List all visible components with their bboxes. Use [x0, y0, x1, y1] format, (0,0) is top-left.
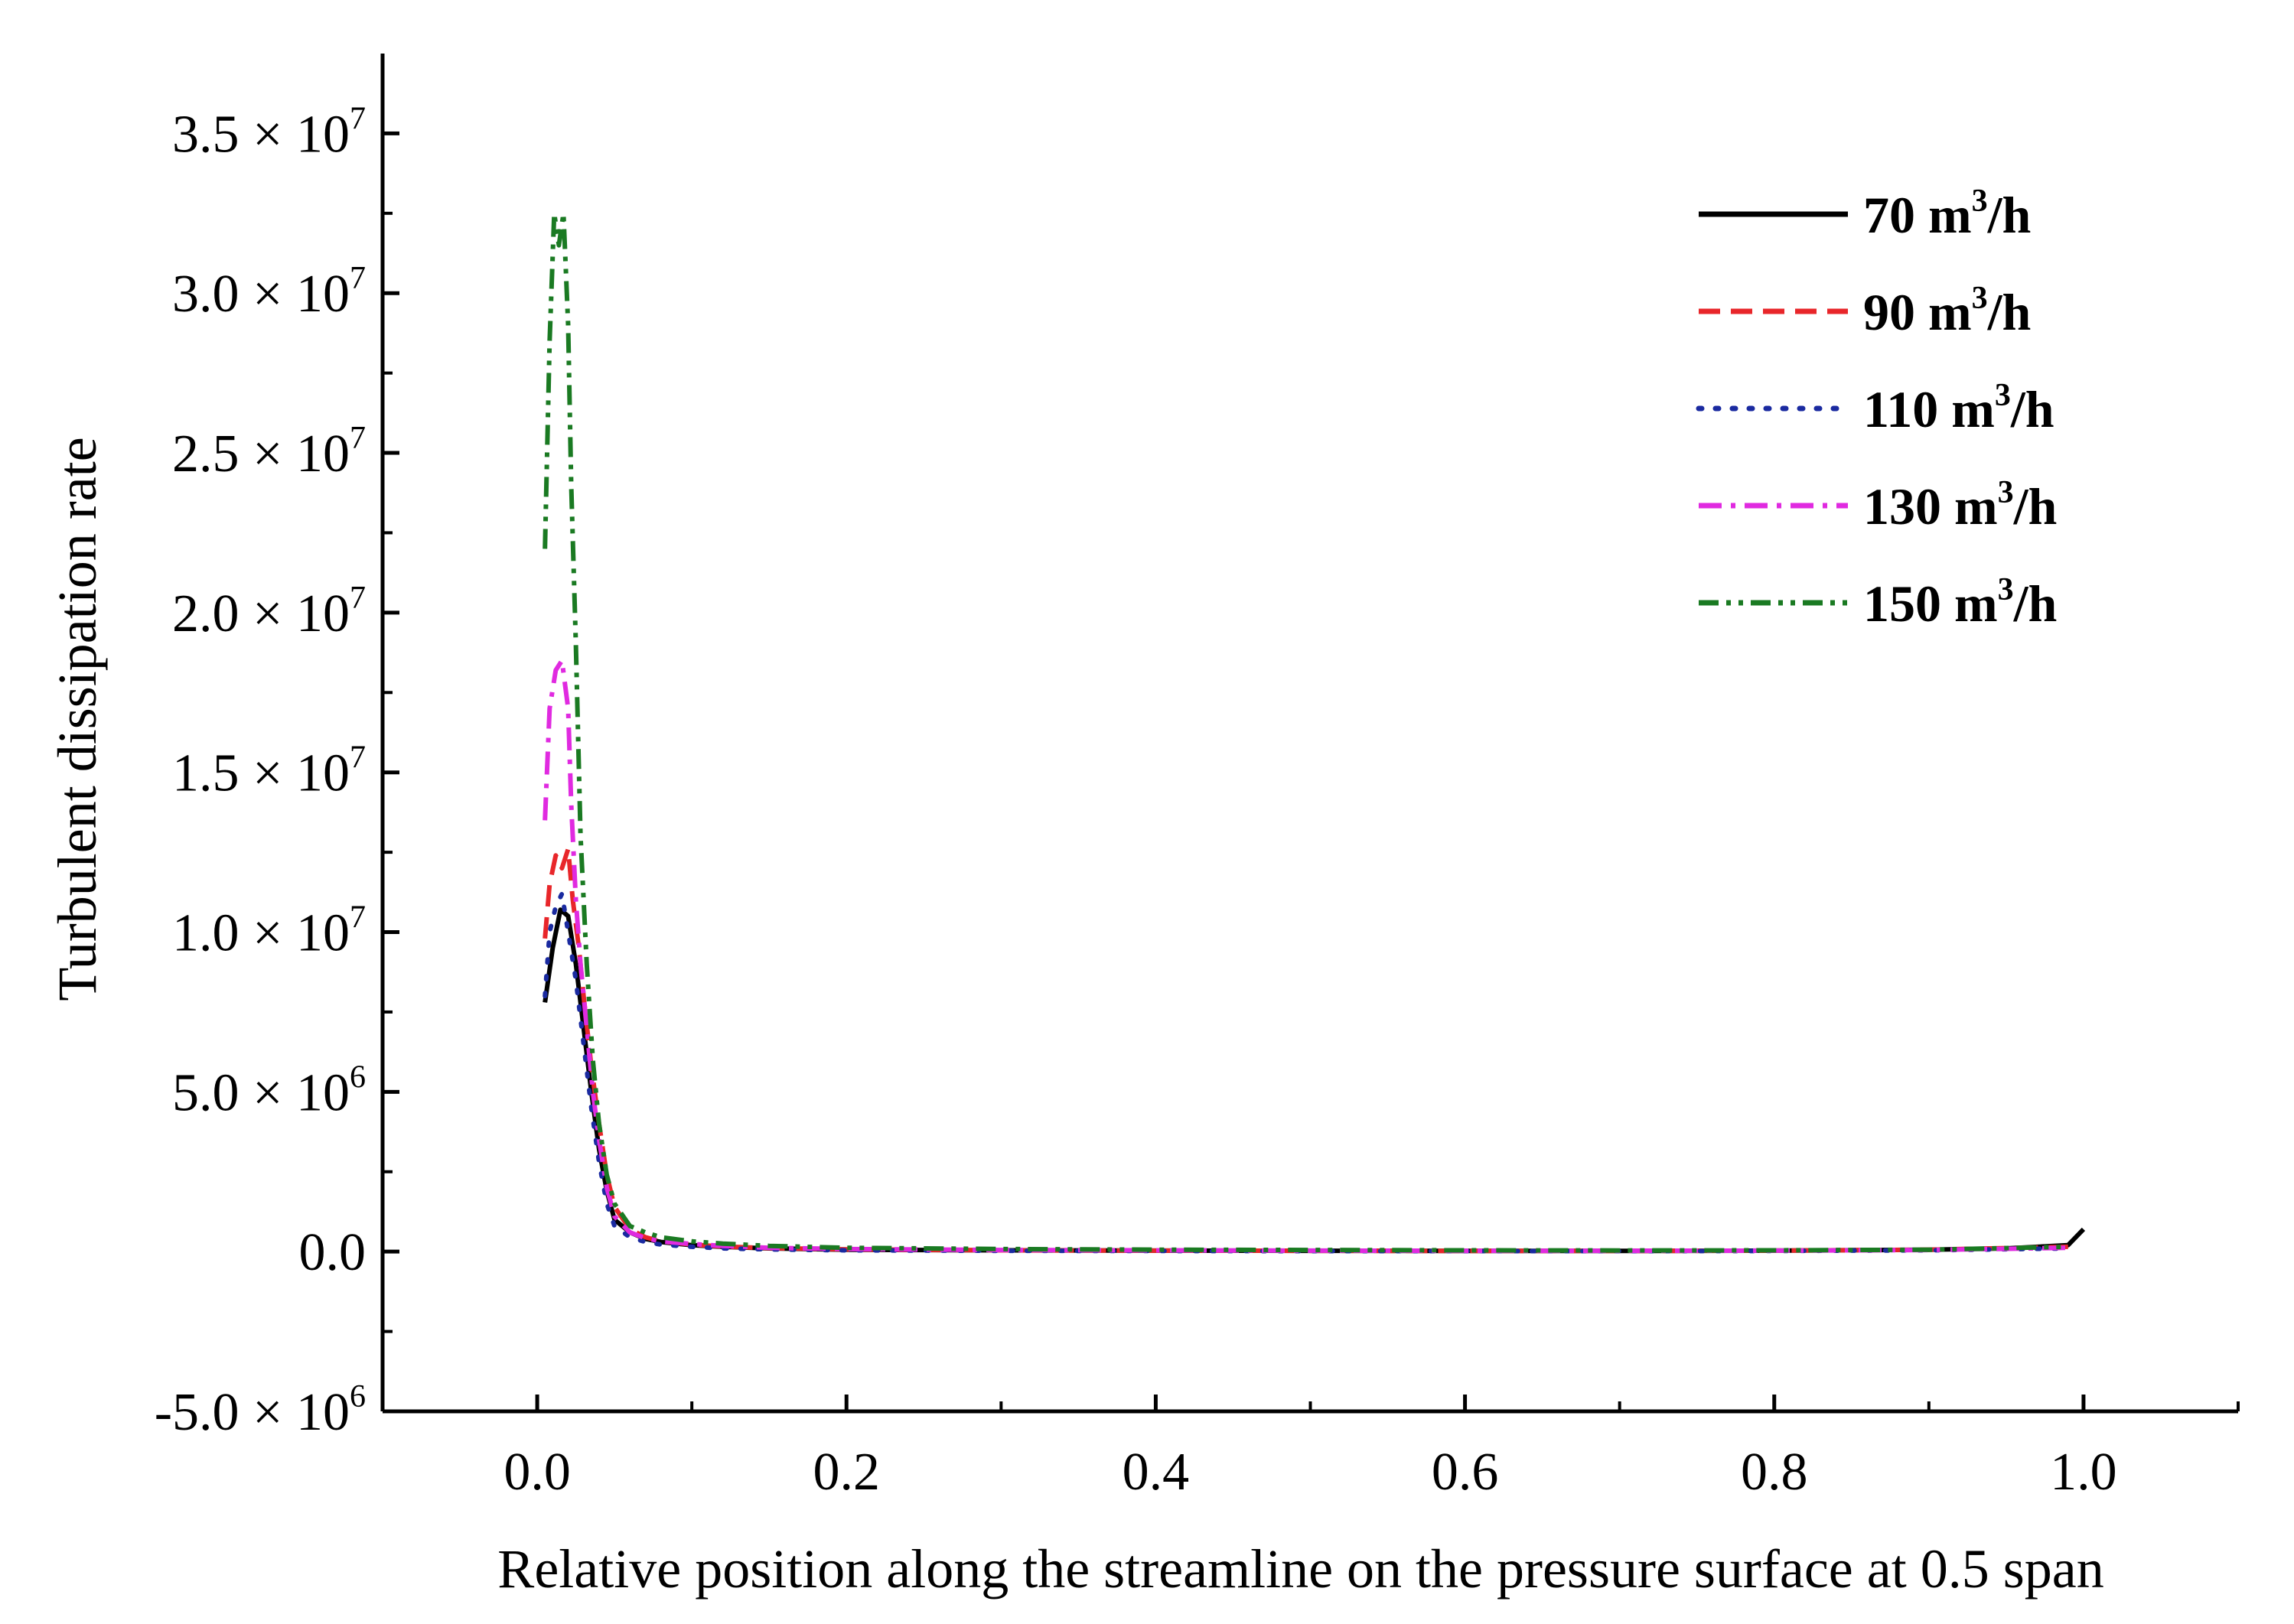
legend-label-4: 130 m3/h [1863, 475, 2057, 535]
y-tick-label: 0.0 [299, 1223, 367, 1282]
y-tick-exponent: 6 [350, 1059, 366, 1095]
y-tick-mantissa: 0.0 [299, 1223, 367, 1282]
series-line-1 [543, 907, 2086, 1254]
x-tick-label: 0.8 [1741, 1443, 1808, 1502]
y-tick-label: 2.5 × 107 [172, 421, 366, 483]
y-tick-exponent: 6 [350, 1379, 366, 1414]
y-axis-title: Turbulent dissipation rate [47, 437, 108, 1001]
y-tick-label: 3.0 × 107 [172, 261, 366, 324]
x-tick-labels: 0.0 0.2 0.4 0.6 0.8 1.0 [503, 1443, 2116, 1502]
y-tick-exponent: 7 [350, 421, 366, 456]
x-tick-label: 1.0 [2050, 1443, 2117, 1502]
y-tick-mantissa: 2.0 × 10 [172, 584, 350, 643]
y-tick-exponent: 7 [350, 581, 366, 616]
legend-label-2: 90 m3/h [1863, 281, 2031, 341]
y-tick-mantissa: 5.0 × 10 [172, 1063, 350, 1122]
legend-label-3: 110 m3/h [1863, 378, 2054, 438]
x-tick-label: 0.0 [503, 1443, 571, 1502]
legend-label-1: 70 m3/h [1863, 184, 2031, 244]
y-tick-mantissa: 1.5 × 10 [172, 744, 350, 803]
y-tick-mantissa: 3.5 × 10 [172, 105, 350, 164]
legend: 70 m3/h 90 m3/h 110 m3/h 130 m3/h 150 m3/h [1696, 184, 2057, 633]
series-line-5 [543, 210, 2068, 1253]
y-tick-exponent: 7 [350, 101, 366, 136]
y-tick-mantissa: 1.0 × 10 [172, 904, 350, 963]
axes-group [380, 54, 2240, 1414]
y-tick-label: 1.5 × 107 [172, 740, 366, 803]
x-tick-label: 0.6 [1432, 1443, 1499, 1502]
y-tick-mantissa: 3.0 × 10 [172, 265, 350, 324]
y-tick-label: 5.0 × 106 [172, 1059, 366, 1122]
y-tick-exponent: 7 [350, 740, 366, 776]
legend-label-5: 150 m3/h [1863, 572, 2057, 633]
series-line-4 [543, 658, 2068, 1254]
series-line-2 [543, 846, 2068, 1254]
y-tick-label: -5.0 × 106 [155, 1379, 366, 1442]
y-tick-mantissa: 2.5 × 10 [172, 425, 350, 483]
y-tick-label: 1.0 × 107 [172, 900, 366, 963]
y-tick-exponent: 7 [350, 261, 366, 296]
x-tick-label: 0.4 [1123, 1443, 1190, 1502]
y-tick-mantissa: -5.0 × 10 [155, 1383, 350, 1442]
series-group [543, 210, 2086, 1254]
y-tick-exponent: 7 [350, 900, 366, 936]
y-tick-label: 2.0 × 107 [172, 581, 366, 643]
y-tick-label: 3.5 × 107 [172, 101, 366, 164]
x-axis-title: Relative position along the streamline o… [497, 1538, 2103, 1600]
series-line-3 [543, 891, 2071, 1254]
x-tick-label: 0.2 [813, 1443, 881, 1502]
